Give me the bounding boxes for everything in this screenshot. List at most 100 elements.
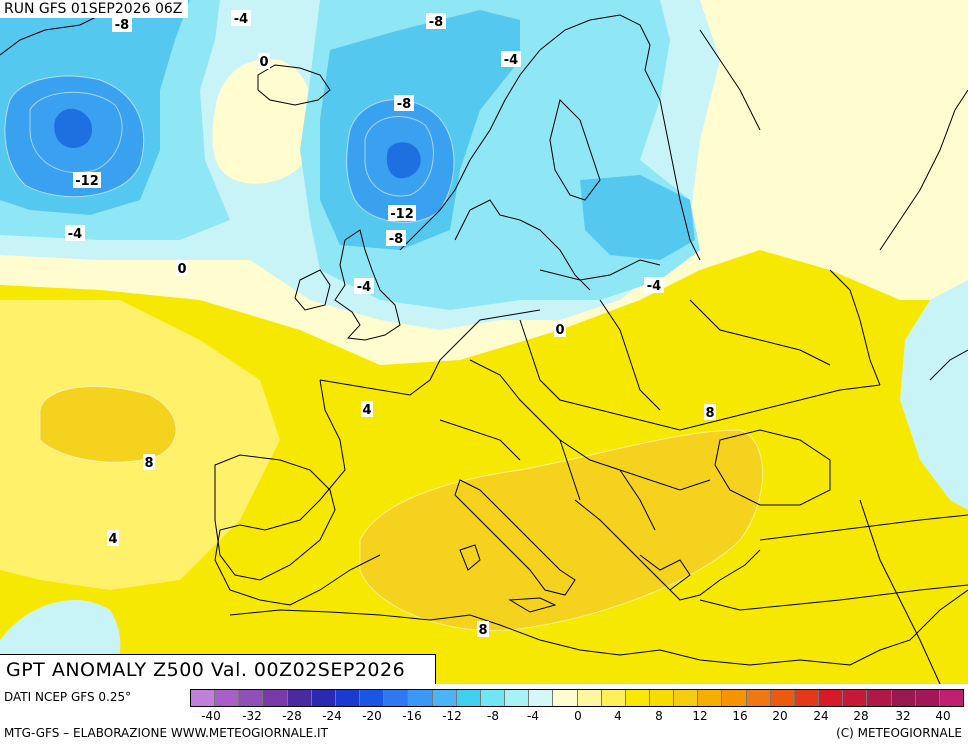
footer: DATI NCEP GFS 0.25° -40 -32 -28 -24 -20 -16 -1… — [0, 684, 968, 745]
colorbar-swatch — [239, 690, 264, 706]
colorbar-swatch — [915, 690, 940, 706]
colorbar-swatch — [553, 690, 578, 706]
colorbar-swatch — [408, 690, 433, 706]
colorbar-tick-label: -20 — [362, 709, 382, 723]
contour-label-bg — [354, 278, 374, 294]
contour-labels: -8 -4 -8 0 -4 -8 -12 -12 -8 -4 0 -4 -4 0 4 8 8 4 8 — [65, 10, 716, 638]
contour-label: -4 — [647, 279, 661, 294]
contour-label: 8 — [705, 406, 714, 421]
colorbar-swatch — [456, 690, 481, 706]
colorbar-swatch — [794, 690, 820, 706]
colorbar-swatch — [577, 690, 602, 706]
contour-label: -12 — [75, 174, 99, 189]
contour-label: -8 — [115, 18, 129, 33]
run-label: RUN GFS 01SEP2026 06Z — [0, 0, 189, 18]
field-baltic-negative-mid — [580, 175, 695, 260]
contour-label: -4 — [234, 12, 248, 27]
colorbar-tick-label: -32 — [242, 709, 262, 723]
colorbar-swatch — [843, 690, 868, 706]
anomaly-map: -8 -4 -8 0 -4 -8 -12 -12 -8 -4 0 -4 -4 0 4 8 8 4 8 — [0, 0, 968, 684]
colorbar-tick-label: -8 — [487, 709, 499, 723]
contour-label-bg — [426, 13, 446, 29]
contour-label-bg — [386, 230, 406, 246]
colorbar-swatch — [939, 690, 963, 706]
contour-label: 4 — [108, 532, 117, 547]
colorbar-tick-label: -24 — [322, 709, 342, 723]
colorbar-tick-label: 0 — [574, 709, 582, 723]
colorbar-tick-label: 4 — [614, 709, 622, 723]
contour-label-bg — [176, 260, 188, 276]
contour-label-bg — [501, 51, 521, 67]
title-box: GPT ANOMALY Z500 Val. 00Z02SEP2026 — [0, 654, 436, 684]
field-atlantic-core — [54, 108, 92, 148]
contour-label: 0 — [177, 262, 186, 277]
colorbar-swatch — [746, 690, 771, 706]
colorbar-swatch — [191, 690, 216, 706]
contour-label: 8 — [144, 456, 153, 471]
colorbar-swatch — [480, 690, 506, 706]
contour-label-bg — [107, 530, 119, 546]
colorbar-swatch — [770, 690, 795, 706]
colorbar-tick-label: 8 — [655, 709, 663, 723]
colorbar-swatch — [867, 690, 892, 706]
colorbar-tick-label: 24 — [813, 709, 829, 723]
colorbar-tick-label: -12 — [442, 709, 462, 723]
colorbar — [190, 689, 964, 707]
data-source: DATI NCEP GFS 0.25° — [4, 690, 132, 704]
colorbar-swatch — [311, 690, 336, 706]
contour-label: 0 — [555, 323, 564, 338]
contour-label-bg — [554, 321, 566, 337]
map-title: GPT ANOMALY Z500 Val. 00Z02SEP2026 — [6, 659, 406, 681]
colorbar-swatch — [674, 690, 699, 706]
colorbar-swatch — [649, 690, 675, 706]
colorbar-swatch — [215, 690, 240, 706]
contour-label: 8 — [478, 623, 487, 638]
contour-label-bg — [231, 10, 251, 26]
colorbar-swatch — [287, 690, 312, 706]
colorbar-swatch — [722, 690, 747, 706]
contour-label-bg — [394, 95, 414, 111]
contour-label: 4 — [362, 403, 371, 418]
colorbar-tick-label: 12 — [692, 709, 708, 723]
contour-label-bg — [65, 225, 85, 241]
contour-label-bg — [112, 16, 132, 32]
contour-label-bg — [477, 621, 489, 637]
colorbar-swatch — [384, 690, 409, 706]
credits-left: MTG-GFS – ELABORAZIONE WWW.METEOGIORNALE… — [4, 726, 328, 740]
contour-label-bg — [73, 172, 101, 188]
contour-label: 0 — [259, 55, 268, 70]
colorbar-tick-label: -40 — [201, 709, 221, 723]
colorbar-swatch — [819, 690, 844, 706]
field-iceland-positive — [212, 59, 314, 184]
contour-label: -12 — [390, 207, 414, 222]
colorbar-swatch — [529, 690, 554, 706]
contour-label: -8 — [389, 232, 403, 247]
contour-label-bg — [143, 454, 155, 470]
colorbar-tick-label: -28 — [282, 709, 302, 723]
contour-label-bg — [704, 404, 716, 420]
colorbar-swatch — [360, 690, 385, 706]
colorbar-tick-label: 28 — [853, 709, 869, 723]
contour-label-bg — [388, 205, 416, 221]
credits-right: (C) METEOGIORNALE — [836, 726, 962, 740]
field-atlantic-positive-warm — [40, 386, 177, 463]
colorbar-tick-label: 40 — [935, 709, 951, 723]
contour-label: -4 — [504, 53, 518, 68]
colorbar-tick-label: 16 — [732, 709, 748, 723]
colorbar-swatch — [263, 690, 288, 706]
field-east-negative — [900, 280, 968, 510]
colorbar-tick-label: 32 — [895, 709, 911, 723]
colorbar-tick-label: -16 — [402, 709, 422, 723]
colorbar-swatch — [505, 690, 530, 706]
field-norway-core — [386, 142, 421, 179]
colorbar-tick-label: 20 — [772, 709, 788, 723]
colorbar-swatch — [698, 690, 723, 706]
colorbar-swatch — [891, 690, 916, 706]
colorbar-swatch — [625, 690, 650, 706]
colorbar-swatch — [335, 690, 361, 706]
contour-label-bg — [258, 53, 270, 69]
colorbar-tick-label: -4 — [527, 709, 539, 723]
contour-label: -4 — [357, 280, 371, 295]
contour-label: -4 — [68, 227, 82, 242]
